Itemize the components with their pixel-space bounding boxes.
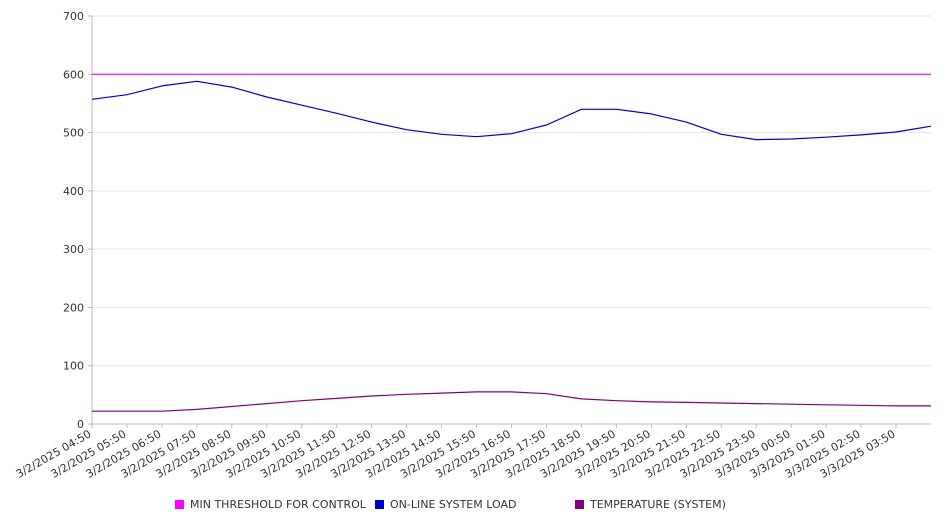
y-tick-label: 700 bbox=[63, 10, 84, 23]
y-tick-label: 200 bbox=[63, 301, 84, 314]
legend-label: TEMPERATURE (SYSTEM) bbox=[590, 498, 726, 511]
legend-item[interactable]: MIN THRESHOLD FOR CONTROL bbox=[175, 498, 366, 511]
y-tick-label: 600 bbox=[63, 68, 84, 81]
series-line-temperature-system bbox=[92, 391, 931, 412]
series-lines bbox=[91, 73, 932, 412]
legend-label: MIN THRESHOLD FOR CONTROL bbox=[190, 498, 366, 511]
legend-swatch bbox=[375, 500, 384, 509]
y-tick-label: 400 bbox=[63, 185, 84, 198]
y-tick-label: 0 bbox=[77, 418, 84, 431]
legend-swatch bbox=[175, 500, 184, 509]
legend-swatch bbox=[575, 500, 584, 509]
legend-label: ON-LINE SYSTEM LOAD bbox=[390, 498, 517, 511]
series-line-on-line-system-load bbox=[91, 80, 932, 141]
legend-item[interactable]: TEMPERATURE (SYSTEM) bbox=[575, 498, 726, 511]
y-tick-label: 300 bbox=[63, 243, 84, 256]
y-tick-label: 100 bbox=[63, 360, 84, 373]
legend-item[interactable]: ON-LINE SYSTEM LOAD bbox=[375, 498, 516, 511]
legend: MIN THRESHOLD FOR CONTROL ON-LINE SYSTEM … bbox=[0, 498, 946, 514]
gridlines bbox=[92, 15, 931, 367]
y-tick-label: 500 bbox=[63, 127, 84, 140]
